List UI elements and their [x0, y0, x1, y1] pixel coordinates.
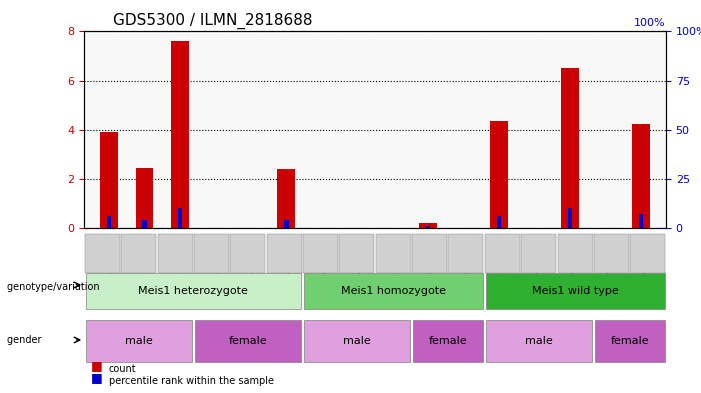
- Bar: [490, 121, 508, 228]
- Text: male: male: [525, 336, 552, 346]
- Text: Meis1 heterozygote: Meis1 heterozygote: [138, 286, 248, 296]
- Bar: [639, 214, 644, 228]
- Text: Meis1 wild type: Meis1 wild type: [531, 286, 618, 296]
- Bar: [171, 41, 189, 228]
- Text: female: female: [428, 336, 467, 346]
- Bar: [284, 220, 289, 228]
- Text: percentile rank within the sample: percentile rank within the sample: [109, 376, 273, 386]
- Text: male: male: [125, 336, 153, 346]
- Text: genotype/variation: genotype/variation: [7, 282, 103, 292]
- Text: ■: ■: [91, 360, 103, 373]
- Bar: [568, 208, 573, 228]
- Text: GDS5300 / ILMN_2818688: GDS5300 / ILMN_2818688: [113, 13, 313, 29]
- Bar: [107, 216, 111, 228]
- Bar: [426, 226, 430, 228]
- Bar: [278, 169, 295, 228]
- Text: female: female: [611, 336, 649, 346]
- Bar: [497, 216, 501, 228]
- Bar: [419, 223, 437, 228]
- Text: count: count: [109, 364, 136, 375]
- Text: ■: ■: [91, 371, 103, 384]
- Bar: [632, 123, 650, 228]
- Bar: [100, 132, 118, 228]
- Text: 100%: 100%: [634, 18, 666, 28]
- Text: male: male: [343, 336, 371, 346]
- Bar: [135, 168, 154, 228]
- Text: Meis1 homozygote: Meis1 homozygote: [341, 286, 446, 296]
- Text: gender: gender: [7, 335, 45, 345]
- Bar: [142, 220, 147, 228]
- Bar: [177, 208, 182, 228]
- Bar: [562, 68, 579, 228]
- Text: female: female: [229, 336, 267, 346]
